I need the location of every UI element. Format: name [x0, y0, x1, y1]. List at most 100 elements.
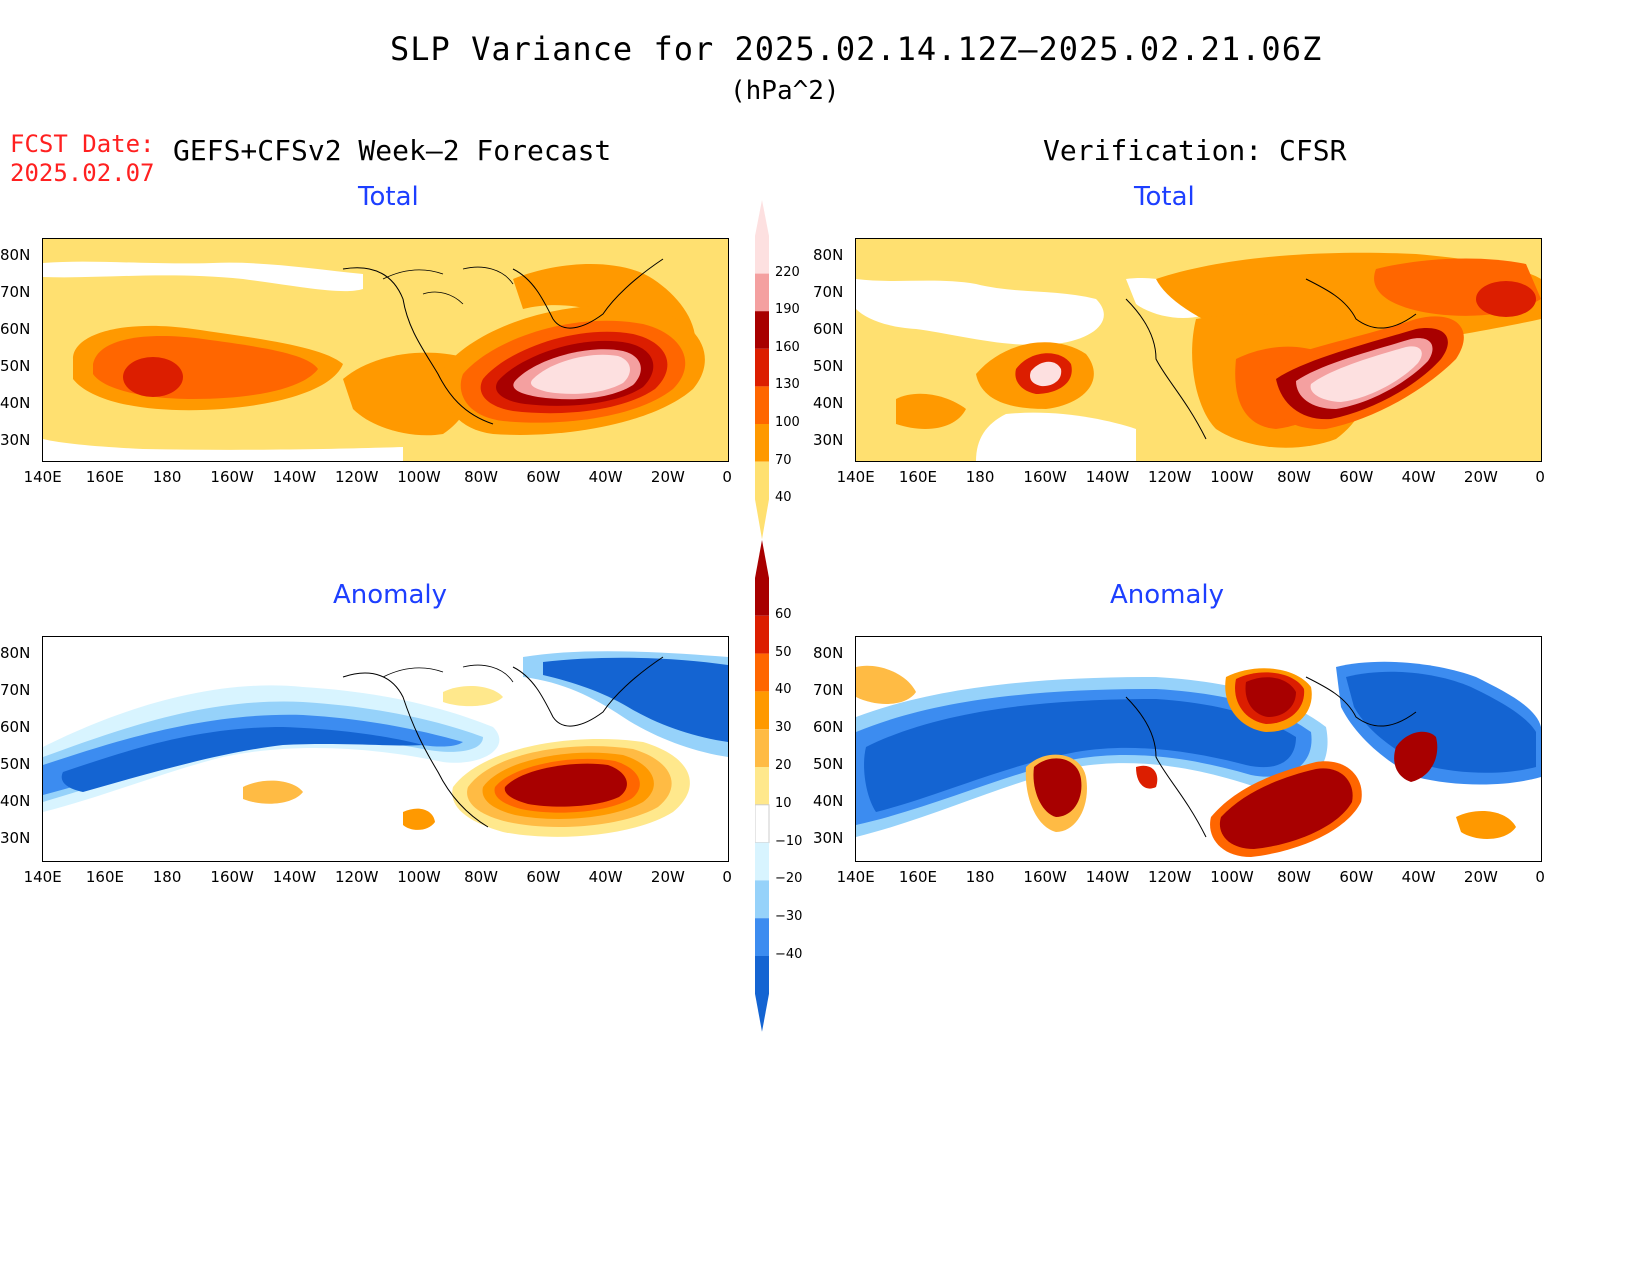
colorbar-label: 190: [775, 302, 800, 318]
lon-tick-label: 0: [722, 868, 732, 886]
lon-tick-label: 80W: [1277, 468, 1312, 486]
colorbar-segment: [755, 348, 769, 387]
lon-tick-label: 120W: [1147, 868, 1192, 886]
lon-tick-label: 140W: [272, 468, 317, 486]
lon-tick-label: 140E: [836, 868, 875, 886]
forecast-header: GEFS+CFSv2 Week—2 Forecast: [173, 134, 612, 167]
lon-tick-label: 160W: [210, 468, 254, 486]
lon-tick-label: 80W: [464, 868, 499, 886]
lat-tick-label: 60N: [813, 320, 844, 338]
lat-tick-label: 70N: [813, 283, 844, 301]
lon-tick-label: 40W: [588, 468, 623, 486]
lon-tick-label: 160E: [898, 468, 937, 486]
colorbar-label: −20: [775, 871, 803, 887]
colorbar-label: 70: [775, 452, 792, 468]
lat-tick-label: 60N: [0, 718, 31, 736]
lat-tick-label: 50N: [0, 357, 31, 375]
lon-tick-label: 60W: [1339, 868, 1374, 886]
colorbar-segment: [755, 767, 769, 805]
colorbar-label: 10: [775, 795, 792, 811]
lon-tick-label: 140W: [1085, 868, 1130, 886]
colorbar-segment: [755, 918, 769, 956]
lat-tick-label: 50N: [813, 755, 844, 773]
lon-tick-label: 100W: [397, 468, 441, 486]
lat-tick-label: 30N: [813, 431, 844, 449]
lon-tick-label: 140W: [1085, 468, 1130, 486]
colorbar-segment: [754, 804, 770, 844]
colorbar-label: −30: [775, 909, 803, 925]
panel-title-top-left: Total: [358, 182, 419, 212]
lon-tick-label: 0: [722, 468, 732, 486]
lon-tick-label: 40W: [1401, 468, 1436, 486]
colorbar-segment: [755, 200, 769, 274]
lon-tick-label: 140W: [272, 868, 317, 886]
lat-tick-label: 80N: [0, 644, 31, 662]
lon-tick-label: 60W: [526, 468, 561, 486]
colorbar-segment: [755, 691, 769, 730]
panel-title-bottom-left: Anomaly: [333, 580, 448, 610]
lon-tick-label: 160E: [85, 868, 124, 886]
lon-tick-label: 20W: [650, 468, 685, 486]
lon-tick-label: 0: [1535, 868, 1545, 886]
figure-title: SLP Variance for 2025.02.14.12Z—2025.02.…: [390, 30, 1323, 68]
lat-tick-label: 60N: [0, 320, 31, 338]
colorbar-segment: [755, 461, 769, 540]
lon-tick-label: 160W: [1023, 868, 1067, 886]
lon-tick-label: 20W: [1463, 468, 1498, 486]
lat-tick-label: 80N: [813, 644, 844, 662]
colorbar-svg: [754, 540, 770, 1032]
total-colorbar: 220 190 160 130 100 70 40: [755, 200, 835, 540]
lat-tick-label: 40N: [813, 792, 844, 810]
lon-tick-label: 100W: [1210, 868, 1254, 886]
lon-tick-label: 120W: [334, 468, 379, 486]
colorbar-label: 60: [775, 606, 792, 622]
lon-tick-label: 100W: [1210, 468, 1254, 486]
colorbar-label: 220: [775, 264, 800, 280]
colorbar-segment: [755, 311, 769, 349]
lon-tick-label: 120W: [1147, 468, 1192, 486]
colorbar-segment: [755, 729, 769, 767]
forecast-total-map: [42, 238, 729, 462]
colorbar-segment: [755, 880, 769, 919]
lat-tick-label: 70N: [0, 283, 31, 301]
verification-total-map: [855, 238, 1542, 462]
lat-tick-label: 70N: [0, 681, 31, 699]
colorbar-label: 100: [775, 415, 800, 430]
colorbar-label: 30: [775, 720, 792, 736]
lat-tick-label: 60N: [813, 718, 844, 736]
lon-tick-label: 100W: [397, 868, 441, 886]
colorbar-label: 130: [775, 377, 800, 393]
lon-tick-label: 20W: [1463, 868, 1498, 886]
lat-tick-label: 30N: [0, 431, 31, 449]
panel-title-top-right: Total: [1134, 182, 1195, 212]
colorbar-label: 20: [775, 758, 792, 773]
colorbar-label: −40: [775, 947, 803, 962]
lat-tick-label: 50N: [0, 755, 31, 773]
colorbar-segment: [755, 424, 769, 462]
colorbar-label: 160: [775, 339, 800, 355]
forecast-anomaly-map: [42, 636, 729, 862]
lon-tick-label: 160W: [210, 868, 254, 886]
lon-tick-label: 0: [1535, 468, 1545, 486]
lon-tick-label: 120W: [334, 868, 379, 886]
lon-tick-label: 40W: [1401, 868, 1436, 886]
lon-tick-label: 180: [152, 868, 182, 886]
colorbar-segment: [755, 615, 769, 654]
verification-anomaly-map: [855, 636, 1542, 862]
lon-tick-label: 160W: [1023, 468, 1067, 486]
lon-tick-label: 20W: [650, 868, 685, 886]
colorbar-segment: [755, 386, 769, 424]
colorbar-svg: [755, 200, 769, 540]
lon-tick-label: 80W: [464, 468, 499, 486]
panel-title-bottom-right: Anomaly: [1110, 580, 1225, 610]
colorbar-label: 50: [775, 644, 792, 660]
lat-tick-label: 40N: [0, 792, 31, 810]
lon-tick-label: 160E: [898, 868, 937, 886]
lat-tick-label: 80N: [0, 246, 31, 264]
lon-tick-label: 80W: [1277, 868, 1312, 886]
verification-header: Verification: CFSR: [1043, 134, 1347, 167]
lat-tick-label: 70N: [813, 681, 844, 699]
fcst-date-value: 2025.02.07: [10, 159, 155, 187]
lon-tick-label: 140E: [23, 468, 62, 486]
colorbar-label: 40: [775, 682, 792, 698]
